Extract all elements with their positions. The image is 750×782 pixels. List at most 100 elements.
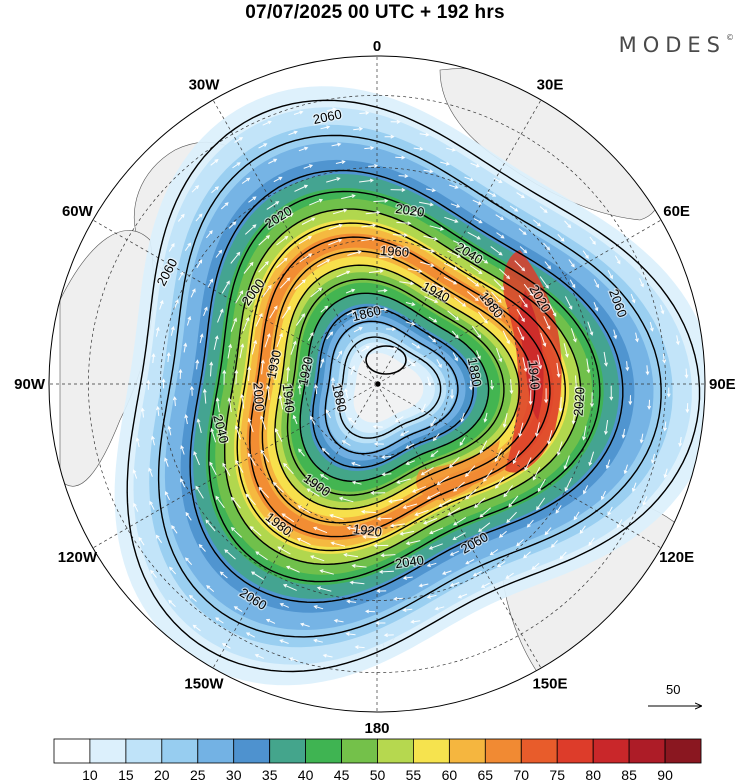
wind-vector-297 — [228, 221, 237, 229]
wind-vector-151 — [298, 236, 313, 245]
wind-vector-374 — [300, 622, 310, 627]
wind-vector-428 — [150, 569, 157, 578]
brand-name: MODES — [618, 33, 726, 57]
wind-vector-412 — [631, 482, 637, 493]
wind-vector-166 — [465, 489, 477, 500]
wind-vector-458 — [639, 278, 644, 288]
wind-vector-377 — [169, 566, 177, 575]
wind-vector-67 — [290, 340, 297, 355]
wind-vector-21 — [450, 389, 455, 400]
wind-vector-130 — [537, 354, 543, 370]
wind-vector-65 — [278, 394, 284, 410]
contour-line-5 — [236, 222, 567, 552]
wind-vector-266 — [514, 260, 526, 272]
wind-vector-61 — [338, 496, 354, 503]
wind-vector-139 — [330, 541, 346, 547]
wind-vector-336 — [178, 368, 183, 379]
wind-vector-93 — [294, 279, 306, 290]
wind-vector-369 — [441, 570, 452, 575]
copyright-mark: © — [726, 33, 734, 42]
wind-vector-356 — [593, 279, 599, 289]
colorbar-swatch-17 — [664, 738, 702, 764]
colorbar-swatch-3 — [161, 738, 199, 764]
wind-vector-275 — [536, 497, 546, 511]
wind-vector-292 — [195, 359, 200, 370]
meridian-line-120 — [376, 383, 662, 549]
wind-vector-332 — [164, 490, 171, 501]
wind-vector-454 — [539, 206, 548, 213]
wind-vector-203 — [399, 530, 415, 536]
wind-vector-40 — [381, 472, 392, 477]
wind-vector-16 — [336, 350, 343, 360]
wind-vector-379 — [149, 500, 155, 510]
wind-vector-98 — [431, 283, 446, 291]
wind-vector-5 — [350, 365, 356, 375]
wind-vector-68 — [295, 313, 306, 326]
meridian-label-180: 180 — [364, 720, 389, 737]
wind-vector-164 — [524, 457, 532, 472]
wind-vector-89 — [266, 384, 271, 400]
wind-vector-236 — [508, 495, 519, 508]
wind-vector-39 — [405, 460, 415, 465]
vector-ref-value: 50 — [666, 682, 680, 697]
wind-vector-17 — [353, 327, 363, 333]
wind-vector-8 — [407, 359, 416, 367]
wind-vector-218 — [258, 235, 270, 246]
meridian-label-60e: 60E — [663, 203, 690, 220]
wind-vector-101 — [502, 330, 510, 345]
meridian-label-150e: 150E — [532, 676, 567, 693]
meridian-label-120w: 120W — [58, 549, 98, 566]
wind-vector-478 — [288, 657, 299, 662]
wind-vector-105 — [494, 448, 503, 463]
wind-vector-353 — [518, 228, 527, 236]
wind-vector-417 — [496, 561, 506, 568]
wind-vector-45 — [297, 384, 302, 395]
wind-vector-80 — [448, 456, 460, 469]
colorbar-tick-50: 50 — [370, 767, 386, 782]
wind-vector-86 — [272, 481, 284, 493]
wind-vector-226 — [475, 254, 489, 264]
colorbar-swatch-5 — [233, 738, 271, 764]
wind-vector-345 — [298, 146, 309, 152]
wind-vector-308 — [519, 246, 528, 254]
wind-vector-47 — [307, 332, 314, 341]
wind-vector-235 — [537, 478, 546, 493]
wind-vector-118 — [264, 333, 271, 348]
wind-vector-77 — [509, 379, 514, 395]
contour-line-9 — [286, 278, 505, 496]
wind-vector-397 — [413, 146, 424, 151]
colorbar-swatch-12 — [484, 738, 522, 764]
wind-vector-241 — [380, 553, 396, 558]
wind-vector-48 — [320, 305, 329, 313]
wind-vector-196 — [571, 409, 576, 425]
wind-vector-330 — [185, 557, 193, 566]
wind-vectors — [132, 107, 690, 662]
wind-vector-273 — [588, 451, 595, 467]
wind-vector-394 — [320, 125, 331, 130]
wind-vector-402 — [533, 219, 541, 227]
wind-vector-384 — [166, 352, 171, 363]
colorbar-swatch-11 — [448, 738, 486, 764]
wind-vector-262 — [419, 201, 434, 207]
wind-vector-471 — [480, 582, 490, 588]
wind-vector-391 — [232, 162, 241, 169]
wind-vector-305 — [450, 203, 461, 208]
wind-vector-472 — [457, 593, 468, 599]
wind-vector-44 — [292, 414, 298, 425]
wind-vector-304 — [426, 188, 437, 193]
wind-vector-367 — [489, 549, 499, 556]
wind-vector-159 — [516, 309, 525, 323]
wind-vector-154 — [392, 233, 408, 238]
wind-vector-165 — [495, 476, 505, 489]
meridian-label-60w: 60W — [62, 203, 94, 220]
wind-vector-189 — [447, 250, 462, 258]
contour-line-12 — [324, 320, 459, 455]
wind-vector-110 — [346, 526, 362, 531]
wind-vector-32 — [378, 307, 389, 312]
wind-vector-109 — [376, 516, 392, 521]
wind-vector-426 — [245, 632, 256, 638]
wind-vector-113 — [258, 486, 270, 499]
wind-vector-358 — [635, 332, 639, 343]
wind-vector-2 — [372, 424, 383, 429]
wind-vector-300 — [303, 164, 314, 169]
